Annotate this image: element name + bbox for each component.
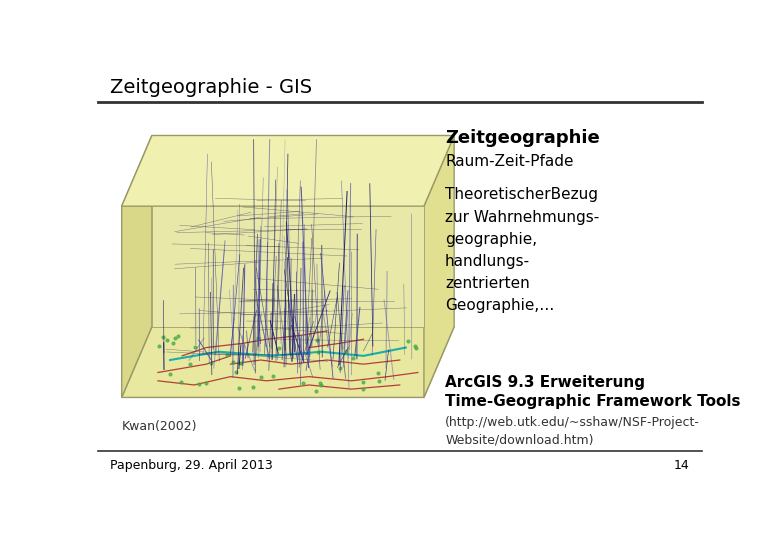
Polygon shape bbox=[122, 327, 454, 397]
Text: Zeitgeographie: Zeitgeographie bbox=[445, 129, 600, 147]
Text: ArcGIS 9.3 Erweiterung
Time-Geographic Framework Tools: ArcGIS 9.3 Erweiterung Time-Geographic F… bbox=[445, 375, 740, 409]
Polygon shape bbox=[122, 136, 454, 206]
Polygon shape bbox=[424, 136, 454, 397]
Text: Kwan(2002): Kwan(2002) bbox=[122, 420, 197, 433]
Polygon shape bbox=[152, 206, 424, 327]
Text: Raum-Zeit-Pfade: Raum-Zeit-Pfade bbox=[445, 154, 573, 169]
Text: Zeitgeographie - GIS: Zeitgeographie - GIS bbox=[109, 78, 312, 97]
Text: Papenburg, 29. April 2013: Papenburg, 29. April 2013 bbox=[109, 458, 272, 472]
Polygon shape bbox=[122, 136, 152, 397]
Text: (http://web.utk.edu/~sshaw/NSF-Project-
Website/download.htm): (http://web.utk.edu/~sshaw/NSF-Project- … bbox=[445, 416, 700, 446]
Text: TheoretischerBezug
zur Wahrnehmungs-
geographie,
handlungs-
zentrierten
Geograph: TheoretischerBezug zur Wahrnehmungs- geo… bbox=[445, 187, 599, 313]
Text: 14: 14 bbox=[674, 458, 690, 472]
